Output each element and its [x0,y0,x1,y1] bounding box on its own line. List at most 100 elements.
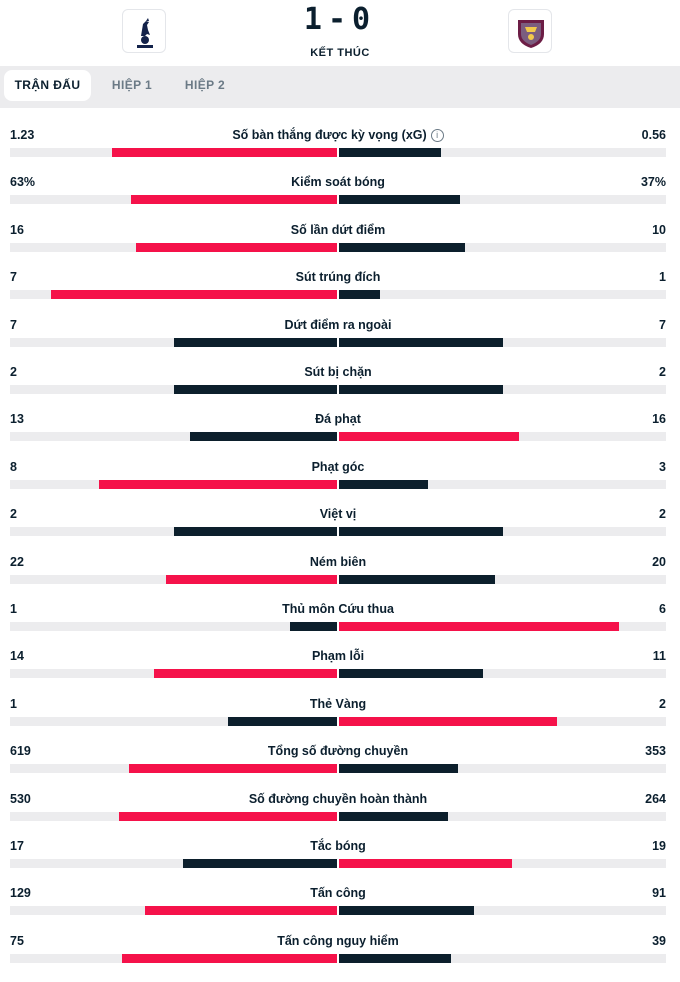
away-stat-value: 20 [652,554,666,569]
away-stat-bar [339,290,380,300]
stat-label-text: Sút bị chặn [304,365,372,379]
stat-label: Sút bị chặn [150,365,526,379]
away-stat-track [339,479,666,489]
stat-row: 530 Số đường chuyền hoàn thành 264 [0,786,680,833]
away-stat-bar [339,242,465,252]
match-status: KẾT THÚC [310,47,370,59]
stat-label: Việt vị [150,507,526,521]
stat-row: 1.23 Số bàn thắng được kỳ vọng (xG) i 0.56 [0,122,680,169]
tab-second-half[interactable]: HIỆP 2 [184,78,226,92]
stat-label: Số bàn thắng được kỳ vọng (xG) i [150,128,526,142]
stat-row: 14 Phạm lỗi 11 [0,643,680,690]
away-stat-bar [339,811,448,821]
home-stat-track [10,290,337,300]
tab-match[interactable]: TRẬN ĐẤU [4,70,91,101]
away-stat-bar [339,337,503,347]
home-stat-bar [145,906,337,916]
home-stat-track [10,859,337,868]
home-stat-value: 14 [10,649,24,664]
away-stat-track [339,811,666,821]
away-stat-value: 0.56 [641,128,666,142]
stat-label: Thẻ Vàng [150,697,526,711]
stat-label-text: Tấn công [310,886,366,901]
stat-label: Tắc bóng [150,839,526,853]
home-stat-value: 1 [10,602,17,616]
away-team-logo[interactable] [508,9,552,53]
stat-label-text: Sút trúng đích [295,270,381,285]
stat-label: Thủ môn Cứu thua [150,602,526,616]
home-stat-bar [165,574,337,584]
away-stat-bar [339,953,451,963]
stat-label: Số đường chuyền hoàn thành [150,792,526,806]
away-stat-value: 91 [652,886,666,901]
stat-label-text: Thẻ Vàng [309,696,367,711]
stat-label-text: Phạm lỗi [311,649,365,664]
stat-label-text: Tấn công nguy hiểm [277,933,399,948]
home-stat-track [10,622,337,631]
away-stat-track [339,432,666,442]
home-stat-track [10,906,337,916]
away-stat-track [339,622,666,631]
tab-first-half[interactable]: HIỆP 1 [111,78,153,92]
away-stat-track [339,527,666,537]
away-stat-bar [339,669,483,679]
away-stat-track [339,906,666,916]
away-stat-track [339,859,666,868]
stat-row: 8 Phạt góc 3 [0,454,680,501]
home-stat-bar [173,527,337,537]
home-stat-bar [228,716,337,726]
home-stat-track [10,716,337,726]
stat-label: Tấn công [150,886,526,900]
home-stat-value: 129 [10,886,31,901]
away-stat-track [339,242,666,252]
home-stat-bar [173,337,337,347]
home-stat-track [10,953,337,963]
cockerel-icon [137,18,153,48]
away-stat-track [339,574,666,584]
home-stat-track [10,669,337,679]
home-stat-value: 7 [10,317,17,332]
stat-row: 17 Tắc bóng 19 [0,833,680,880]
stat-row: 7 Sút trúng đích 1 [0,264,680,311]
home-stat-value: 1.23 [10,128,35,142]
away-stat-value: 2 [659,696,666,711]
away-stat-track [339,669,666,679]
home-stat-value: 8 [10,459,17,474]
away-stat-bar [339,906,475,916]
stat-label-text: Dứt điểm ra ngoài [284,317,392,332]
away-stat-bar [339,716,557,726]
stat-label-text: Ném biên [309,554,367,569]
away-stat-value: 37% [640,175,666,190]
away-stat-value: 2 [659,365,666,379]
home-stat-value: 16 [10,222,24,237]
stat-row: 1 Thủ môn Cứu thua 6 [0,596,680,643]
away-stat-track [339,764,666,774]
home-stat-bar [128,764,337,774]
home-stat-value: 75 [10,933,24,948]
info-icon[interactable]: i [430,129,444,142]
home-stat-value: 530 [10,791,31,806]
away-stat-bar [339,148,442,157]
stat-row: 7 Dứt điểm ra ngoài 7 [0,312,680,359]
home-stat-bar [99,479,337,489]
home-stat-bar [131,195,337,205]
stat-label: Kiểm soát bóng [150,175,526,189]
stat-label: Dứt điểm ra ngoài [150,318,526,332]
stat-label: Tổng số đường chuyền [150,744,526,758]
away-stat-bar [339,574,495,584]
home-team-logo[interactable] [122,9,166,53]
home-stat-track [10,242,337,252]
home-stat-value: 13 [10,412,24,427]
stat-label-text: Tổng số đường chuyền [267,744,409,759]
home-stat-track [10,574,337,584]
home-stat-track [10,385,337,394]
stat-row: 2 Sút bị chặn 2 [0,359,680,406]
stat-row: 63% Kiểm soát bóng 37% [0,169,680,216]
home-stat-track [10,337,337,347]
away-stat-track [339,195,666,205]
stat-label: Tấn công nguy hiểm [150,934,526,948]
away-stat-track [339,290,666,300]
home-stat-track [10,764,337,774]
away-stat-bar [339,385,503,394]
away-stat-value: 6 [659,602,666,616]
